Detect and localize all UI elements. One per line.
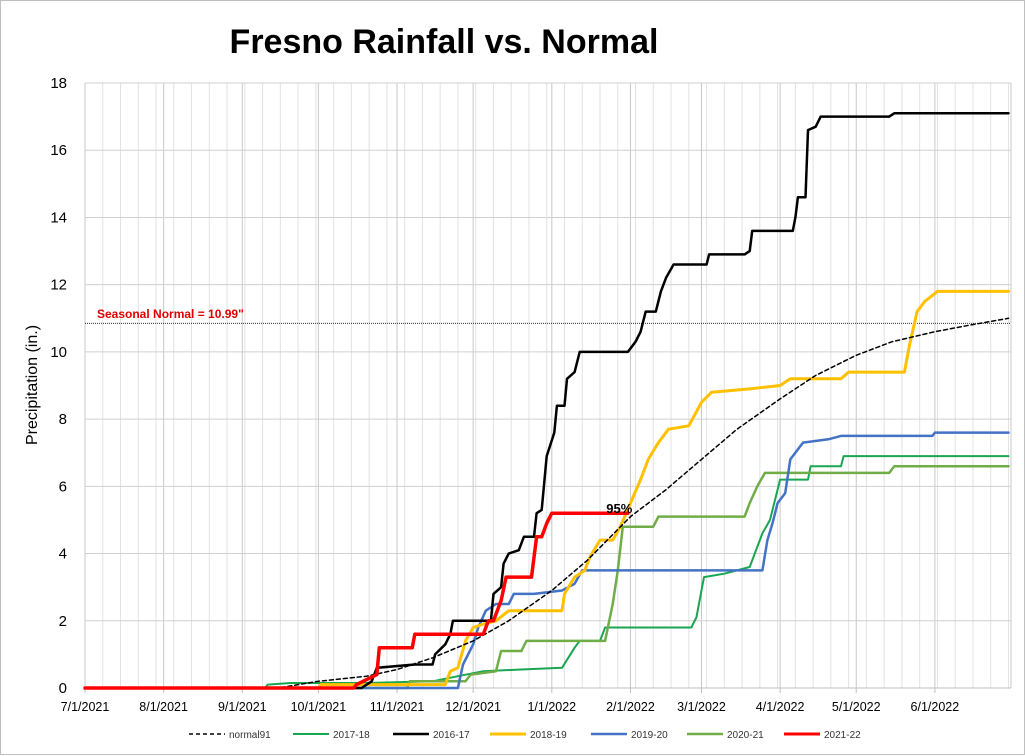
x-tick-label: 8/1/2021: [139, 700, 188, 714]
gridlines: [84, 82, 1012, 689]
x-tick-label: 6/1/2022: [911, 700, 960, 714]
x-tick-label: 10/1/2021: [291, 700, 347, 714]
legend-label-2021-22: 2021-22: [824, 730, 861, 741]
legend-label-2016-17: 2016-17: [433, 730, 470, 741]
x-tick-label: 2/1/2022: [606, 700, 655, 714]
x-tick-label: 11/1/2021: [370, 700, 425, 714]
series-lines: [83, 112, 1010, 690]
y-axis-label: Precipitation (in.): [24, 325, 41, 445]
series-line-2016-17: [83, 112, 1010, 690]
legend-label-normal91: normal91: [229, 730, 271, 741]
series-line-2021-22: [83, 511, 630, 690]
y-tick-labels: 0 2 4 6 8 10 12 14 16 18: [50, 75, 67, 697]
x-tick-label: 7/1/2021: [61, 700, 110, 714]
legend-label-2017-18: 2017-18: [333, 730, 370, 741]
y-tick-label: 18: [50, 75, 67, 92]
x-tick-label: 1/1/2022: [527, 700, 576, 714]
x-tick-label: 4/1/2022: [756, 700, 805, 714]
y-tick-label: 0: [59, 680, 67, 697]
x-tick-label: 5/1/2022: [832, 700, 881, 714]
y-tick-label: 4: [59, 546, 67, 563]
series-line-2017-18: [84, 455, 1010, 689]
series-line-normal91: [84, 317, 1010, 689]
legend-label-2018-19: 2018-19: [530, 730, 567, 741]
x-tick-label: 3/1/2022: [677, 700, 726, 714]
series-line-2020-21: [83, 464, 1010, 690]
y-tick-label: 8: [59, 411, 67, 428]
chart-title: Fresno Rainfall vs. Normal: [230, 23, 659, 61]
x-tick-label: 9/1/2021: [218, 700, 267, 714]
legend-label-2019-20: 2019-20: [631, 730, 668, 741]
y-tick-label: 10: [50, 344, 67, 361]
y-tick-label: 2: [59, 613, 67, 630]
legend: normal91 2017-18 2016-17 2018-19 2019-20 2020…: [189, 730, 861, 741]
seasonal-normal-annotation: Seasonal Normal = 10.99": [97, 307, 244, 321]
y-tick-label: 12: [50, 277, 67, 294]
percent-of-normal-annotation: 95%: [606, 501, 632, 516]
legend-label-2020-21: 2020-21: [727, 730, 764, 741]
x-tick-labels: 7/1/2021 8/1/2021 9/1/2021 10/1/2021 11/1/20…: [61, 688, 960, 714]
y-tick-label: 16: [50, 142, 67, 159]
x-tick-label: 12/1/2021: [445, 700, 501, 714]
y-tick-label: 14: [50, 209, 67, 226]
y-tick-label: 6: [59, 478, 67, 495]
